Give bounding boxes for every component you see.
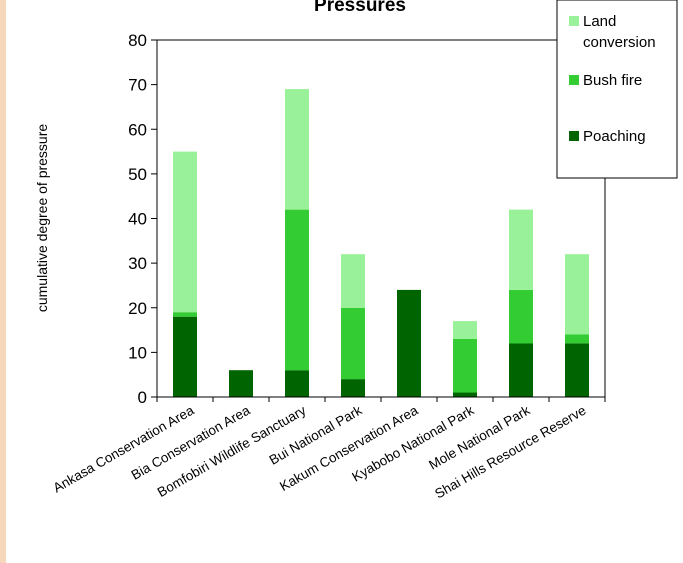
bar-poaching-ankasa-conservation-area	[173, 316, 197, 397]
bar-poaching-bomfobiri-wildlife-sanctuary	[285, 370, 309, 397]
legend-label-land-conversion: conversion	[583, 34, 656, 51]
bar-land-conversion-mole-national-park	[509, 209, 533, 290]
bar-land-conversion-kyabobo-national-park	[453, 321, 477, 339]
bar-land-conversion-bui-national-park	[341, 254, 365, 308]
bar-poaching-bia-conservation-area	[229, 370, 253, 397]
bar-poaching-bui-national-park	[341, 379, 365, 397]
y-tick-label: 70	[128, 76, 147, 95]
y-tick-label: 80	[128, 31, 147, 50]
bar-bush-fire-mole-national-park	[509, 289, 533, 344]
bar-bush-fire-shai-hills-resource-reserve	[565, 334, 589, 344]
bar-bush-fire-kyabobo-national-park	[453, 339, 477, 393]
bars-layer	[173, 89, 589, 397]
y-tick-label: 0	[138, 388, 147, 407]
legend: Land conversion Bush fire Poaching	[556, 0, 678, 179]
bar-poaching-kakum-conservation-area	[397, 289, 421, 397]
bar-poaching-mole-national-park	[509, 343, 533, 397]
chart-title: Pressures	[314, 0, 406, 16]
bar-bush-fire-ankasa-conservation-area	[173, 312, 197, 317]
y-tick-label: 40	[128, 210, 147, 229]
y-tick-label: 10	[128, 343, 147, 362]
legend-swatch-poaching	[569, 131, 579, 141]
y-tick-labels: 0 10 20 30 40 50 60 70 80	[128, 31, 147, 407]
y-tick-label: 50	[128, 165, 147, 184]
bar-poaching-kyabobo-national-park	[453, 392, 477, 397]
left-accent-strip	[0, 0, 6, 563]
legend-label-poaching: Poaching	[583, 128, 646, 145]
axes-layer	[151, 39, 606, 402]
y-tick-label: 60	[128, 120, 147, 139]
legend-box	[556, 0, 678, 179]
bar-poaching-shai-hills-resource-reserve	[565, 343, 589, 397]
bar-land-conversion-shai-hills-resource-reserve	[565, 254, 589, 335]
legend-label-bush-fire: Bush fire	[583, 72, 642, 89]
legend-swatch-land-conversion	[569, 16, 579, 26]
bar-land-conversion-bomfobiri-wildlife-sanctuary	[285, 89, 309, 210]
bar-bush-fire-bomfobiri-wildlife-sanctuary	[285, 209, 309, 371]
y-tick-label: 30	[128, 254, 147, 273]
bar-land-conversion-ankasa-conservation-area	[173, 151, 197, 313]
y-axis-label: cumulative degree of pressure	[34, 124, 50, 313]
legend-swatch-bush-fire	[569, 75, 579, 85]
y-tick-label: 20	[128, 299, 147, 318]
bar-bush-fire-bui-national-park	[341, 307, 365, 380]
legend-label-land-conversion: Land	[583, 13, 616, 30]
